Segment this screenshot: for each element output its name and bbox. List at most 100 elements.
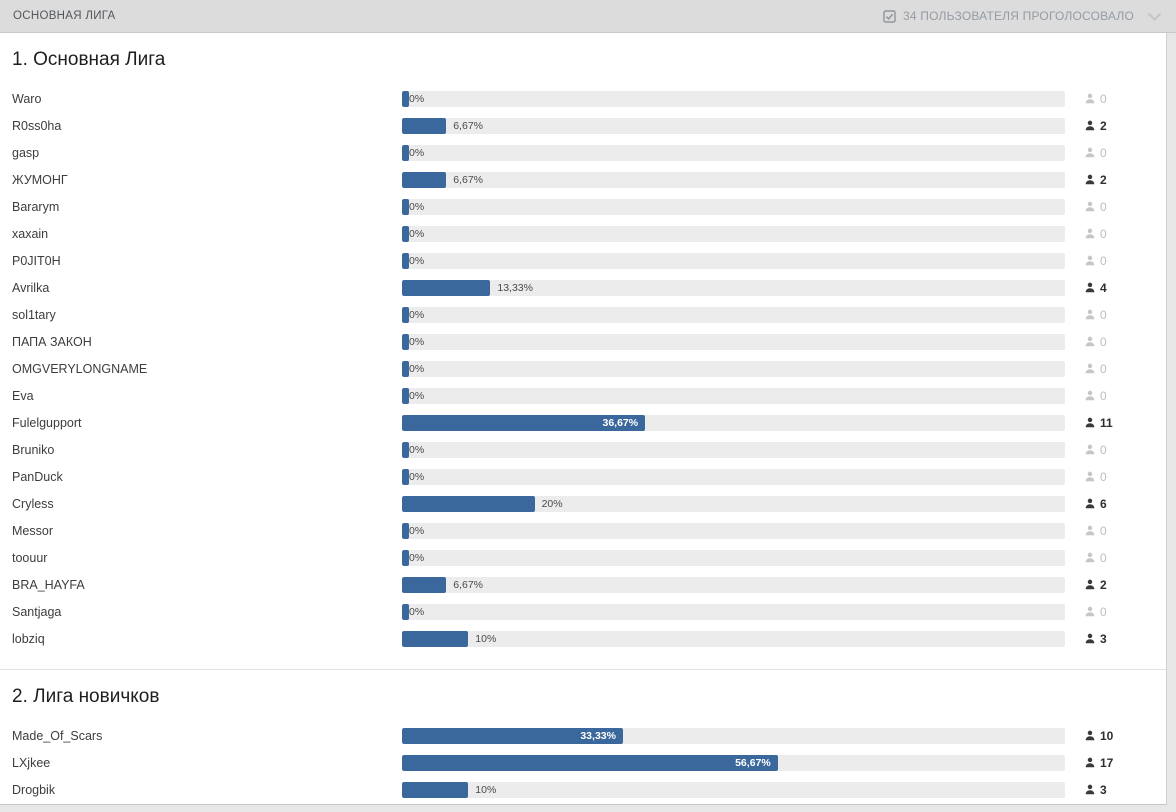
vote-count-value: 0	[1100, 523, 1107, 538]
checkbox-checked-icon	[883, 9, 896, 23]
person-icon	[1085, 147, 1095, 158]
option-bar: 20%	[402, 495, 1065, 512]
poll-option-row: Waro 0% 0	[0, 85, 1166, 112]
vote-count: 0	[1085, 551, 1107, 565]
bar-track	[402, 225, 1065, 242]
bar-track	[402, 495, 1065, 512]
option-label: LXjkee	[12, 755, 51, 770]
vote-count-value: 0	[1100, 91, 1107, 106]
vote-count-value: 0	[1100, 199, 1107, 214]
bar-fill	[402, 360, 409, 377]
bar-fill	[402, 522, 409, 539]
person-icon	[1085, 363, 1095, 374]
option-label: lobziq	[12, 631, 45, 646]
bar-fill	[402, 495, 535, 512]
vote-count: 0	[1085, 443, 1107, 457]
bar-track	[402, 781, 1065, 798]
option-bar: 10%	[402, 781, 1065, 798]
option-bar: 6,67%	[402, 117, 1065, 134]
person-icon	[1085, 201, 1095, 212]
poll-option-row: Messor 0% 0	[0, 517, 1166, 544]
option-bar: 0%	[402, 144, 1065, 161]
percent-label-outside: 13,33%	[497, 281, 533, 294]
option-bar: 36,67%	[402, 414, 1065, 431]
poll-option-row: Santjaga 0% 0	[0, 598, 1166, 625]
person-icon	[1085, 444, 1095, 455]
percent-label-outside: 0%	[409, 335, 425, 348]
section-title: 2. Лига новичков	[12, 686, 160, 707]
person-icon	[1085, 93, 1095, 104]
vote-count: 0	[1085, 200, 1107, 214]
percent-label-outside: 0%	[409, 254, 425, 267]
percent-label-inside: 56,67%	[735, 756, 771, 769]
bar-track	[402, 603, 1065, 620]
vote-count: 0	[1085, 254, 1107, 268]
option-bar: 33,33%	[402, 727, 1065, 744]
bar-track	[402, 333, 1065, 350]
bar-fill	[402, 252, 409, 269]
section-divider	[0, 669, 1166, 670]
bar-track	[402, 117, 1065, 134]
option-label: Made_Of_Scars	[12, 728, 103, 743]
option-label: Bararym	[12, 199, 60, 214]
option-label: OMGVERYLONGNAME	[12, 361, 148, 376]
vote-count-value: 11	[1100, 415, 1113, 430]
bar-fill	[402, 144, 409, 161]
vote-count-value: 2	[1100, 118, 1107, 133]
vote-count: 0	[1085, 227, 1107, 241]
section-rows: Waro 0% 0 R0ss0ha 6,67%	[0, 85, 1166, 652]
option-bar: 13,33%	[402, 279, 1065, 296]
poll-option-row: toouur 0% 0	[0, 544, 1166, 571]
vote-count: 17	[1085, 756, 1113, 770]
person-icon	[1085, 282, 1095, 293]
person-icon	[1085, 730, 1095, 741]
option-label: toouur	[12, 550, 48, 565]
vote-count: 0	[1085, 146, 1107, 160]
vote-count: 0	[1085, 362, 1107, 376]
bar-fill	[402, 468, 409, 485]
option-label: BRA_HAYFA	[12, 577, 85, 592]
poll-option-row: Fulelgupport 36,67% 11	[0, 409, 1166, 436]
person-icon	[1085, 417, 1095, 428]
poll-option-row: gasp 0% 0	[0, 139, 1166, 166]
option-label: P0JIT0H	[12, 253, 61, 268]
vote-count-value: 0	[1100, 253, 1107, 268]
vote-count-value: 3	[1100, 782, 1107, 797]
bar-track	[402, 441, 1065, 458]
poll-option-row: OMGVERYLONGNAME 0% 0	[0, 355, 1166, 382]
person-icon	[1085, 390, 1095, 401]
percent-label-outside: 0%	[409, 443, 425, 456]
voters-dropdown-toggle[interactable]: 34 ПОЛЬЗОВАТЕЛЯ ПРОГОЛОСОВАЛО	[883, 9, 1162, 23]
percent-label-outside: 6,67%	[453, 119, 483, 132]
percent-label-outside: 6,67%	[453, 578, 483, 591]
vote-count: 3	[1085, 632, 1107, 646]
option-label: Waro	[12, 91, 42, 106]
percent-label-outside: 20%	[541, 497, 563, 510]
poll-topbar: ОСНОВНАЯ ЛИГА 34 ПОЛЬЗОВАТЕЛЯ ПРОГОЛОСОВ…	[0, 0, 1176, 33]
bar-track	[402, 252, 1065, 269]
option-label: PanDuck	[12, 469, 63, 484]
option-label: Eva	[12, 388, 34, 403]
person-icon	[1085, 309, 1095, 320]
poll-section: 2. Лига новичков Made_Of_Scars 33,33% 10…	[0, 670, 1166, 803]
vote-count: 0	[1085, 308, 1107, 322]
poll-option-row: lobziq 10% 3	[0, 625, 1166, 652]
bar-fill: 33,33%	[402, 727, 623, 744]
bar-track	[402, 279, 1065, 296]
option-label: Messor	[12, 523, 53, 538]
poll-option-row: Cryless 20% 6	[0, 490, 1166, 517]
bar-track	[402, 549, 1065, 566]
percent-label-outside: 0%	[409, 146, 425, 159]
poll-option-row: Bruniko 0% 0	[0, 436, 1166, 463]
percent-label-outside: 0%	[409, 362, 425, 375]
poll-option-row: PanDuck 0% 0	[0, 463, 1166, 490]
option-label: Fulelgupport	[12, 415, 82, 430]
vote-count-value: 2	[1100, 172, 1107, 187]
percent-label-outside: 6,67%	[453, 173, 483, 186]
vote-count: 2	[1085, 578, 1107, 592]
option-bar: 0%	[402, 90, 1065, 107]
voters-summary-label: 34 ПОЛЬЗОВАТЕЛЯ ПРОГОЛОСОВАЛО	[903, 9, 1134, 23]
vote-count-value: 0	[1100, 226, 1107, 241]
vote-count: 10	[1085, 729, 1113, 743]
option-label: Cryless	[12, 496, 54, 511]
